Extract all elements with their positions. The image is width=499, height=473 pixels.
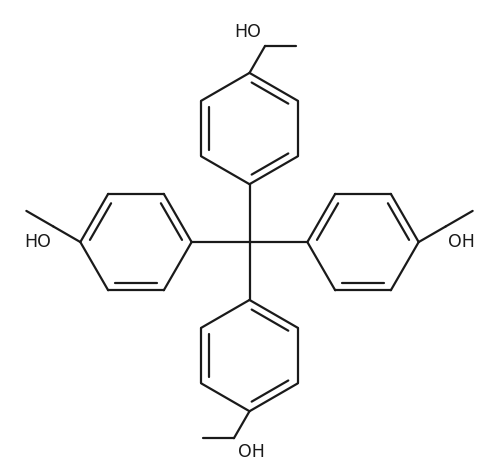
Text: OH: OH [239, 443, 265, 461]
Text: OH: OH [448, 233, 475, 251]
Text: HO: HO [234, 24, 260, 42]
Text: HO: HO [24, 233, 51, 251]
